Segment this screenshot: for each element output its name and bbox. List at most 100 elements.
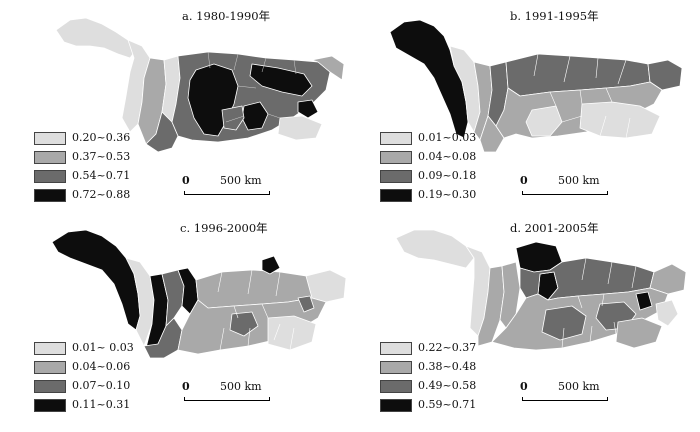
region-northeast <box>305 269 347 303</box>
scale-zero: 0 <box>520 174 528 187</box>
legend-swatch <box>34 342 66 355</box>
map-panel-a: a. 1980-1990年 0.20~0.36 0.37~0.53 0.54~0… <box>12 6 352 216</box>
region-source <box>389 19 469 139</box>
scale-distance: 500 km <box>220 380 262 393</box>
legend-item: 0.09~0.18 <box>380 169 500 184</box>
scale-zero: 0 <box>182 174 190 187</box>
legend-label: 0.19~0.30 <box>418 188 477 201</box>
legend-label: 0.07~0.10 <box>72 379 131 392</box>
legend-item: 0.20~0.36 <box>34 131 154 146</box>
region-lower <box>277 115 323 141</box>
region-upper-west <box>121 39 151 133</box>
legend-label: 0.01~ 0.03 <box>72 341 134 354</box>
legend-label: 0.49~0.58 <box>418 379 477 392</box>
region-lower <box>579 101 661 139</box>
map-panel-b: b. 1991-1995年 0.01~0.03 0.04~0.08 0.09~0… <box>350 6 690 216</box>
scale-distance: 500 km <box>558 174 600 187</box>
region-source <box>395 229 475 269</box>
legend-swatch <box>380 189 412 202</box>
region-east-patch <box>297 99 319 119</box>
legend-item: 0.19~0.30 <box>380 188 500 203</box>
legend-item: 0.72~0.88 <box>34 188 154 203</box>
panel-title: c. 1996-2000年 <box>180 221 268 235</box>
legend-item: 0.01~0.03 <box>380 131 500 146</box>
basin-map <box>51 229 347 359</box>
legend-label: 0.54~0.71 <box>72 169 131 182</box>
scale-zero: 0 <box>520 380 528 393</box>
map-panel-c: c. 1996-2000年 0.01~ 0.03 0.04~0.06 0.07~… <box>12 218 352 428</box>
region-lower <box>267 315 317 351</box>
legend-label: 0.09~0.18 <box>418 169 477 182</box>
legend-swatch <box>380 151 412 164</box>
legend-swatch <box>380 342 412 355</box>
basin-map <box>395 229 687 351</box>
panel-title: d. 2001-2005年 <box>510 221 599 235</box>
legend-item: 0.54~0.71 <box>34 169 154 184</box>
legend-swatch <box>34 380 66 393</box>
legend-swatch <box>380 132 412 145</box>
legend-label: 0.22~0.37 <box>418 341 477 354</box>
legend-label: 0.38~0.48 <box>418 360 477 373</box>
legend-swatch <box>34 151 66 164</box>
legend-item: 0.01~ 0.03 <box>34 341 154 356</box>
legend-swatch <box>380 170 412 183</box>
region-east-black <box>635 291 653 311</box>
scale-bar: 0 500 km <box>520 380 630 406</box>
region-lower <box>615 317 663 349</box>
legend-swatch <box>380 399 412 412</box>
panel-title: a. 1980-1990年 <box>182 9 271 23</box>
region-east-dark <box>297 295 315 313</box>
legend-item: 0.04~0.08 <box>380 150 500 165</box>
legend-label: 0.01~0.03 <box>418 131 477 144</box>
legend-item: 0.11~0.31 <box>34 398 154 413</box>
scale-line <box>522 397 608 401</box>
scale-bar: 0 500 km <box>182 174 292 200</box>
region-southeast <box>655 299 679 327</box>
basin-map <box>55 17 345 153</box>
legend-item: 0.22~0.37 <box>380 341 500 356</box>
panel-title: b. 1991-1995年 <box>510 9 599 23</box>
legend-label: 0.37~0.53 <box>72 150 131 163</box>
region-dongting <box>221 105 245 131</box>
legend-label: 0.04~0.06 <box>72 360 131 373</box>
subbasin-lines <box>561 257 637 349</box>
legend-item: 0.37~0.53 <box>34 150 154 165</box>
subbasin-lines <box>207 51 297 123</box>
legend-swatch <box>34 399 66 412</box>
legend-item: 0.59~0.71 <box>380 398 500 413</box>
legend-item: 0.38~0.48 <box>380 360 500 375</box>
region-patch-ne <box>261 255 281 275</box>
scale-bar: 0 500 km <box>520 174 630 200</box>
region-source <box>51 229 141 331</box>
scale-bar: 0 500 km <box>182 380 292 406</box>
region-dark-mid <box>229 311 259 337</box>
subbasin-lines <box>533 53 631 139</box>
map-panel-d: d. 2001-2005年 0.22~0.37 0.38~0.48 0.49~0… <box>350 218 690 428</box>
legend-label: 0.11~0.31 <box>72 398 131 411</box>
scale-distance: 500 km <box>558 380 600 393</box>
legend-label: 0.20~0.36 <box>72 131 131 144</box>
legend-swatch <box>380 380 412 393</box>
legend-swatch <box>380 361 412 374</box>
region-sichuan-dark <box>541 305 587 341</box>
subbasin-lines <box>217 269 295 351</box>
legend-swatch <box>34 132 66 145</box>
legend-label: 0.72~0.88 <box>72 188 131 201</box>
legend-item: 0.07~0.10 <box>34 379 154 394</box>
scale-line <box>184 191 270 195</box>
legend-label: 0.04~0.08 <box>418 150 477 163</box>
scale-line <box>522 191 608 195</box>
region-hanjiang <box>249 63 313 97</box>
scale-line <box>184 397 270 401</box>
legend-label: 0.59~0.71 <box>418 398 477 411</box>
region-source <box>55 17 137 59</box>
scale-zero: 0 <box>182 380 190 393</box>
basin-map <box>389 19 683 153</box>
legend-swatch <box>34 170 66 183</box>
scale-distance: 500 km <box>220 174 262 187</box>
legend-item: 0.49~0.58 <box>380 379 500 394</box>
legend-swatch <box>34 189 66 202</box>
region-northeast <box>311 55 345 81</box>
legend-item: 0.04~0.06 <box>34 360 154 375</box>
legend-swatch <box>34 361 66 374</box>
